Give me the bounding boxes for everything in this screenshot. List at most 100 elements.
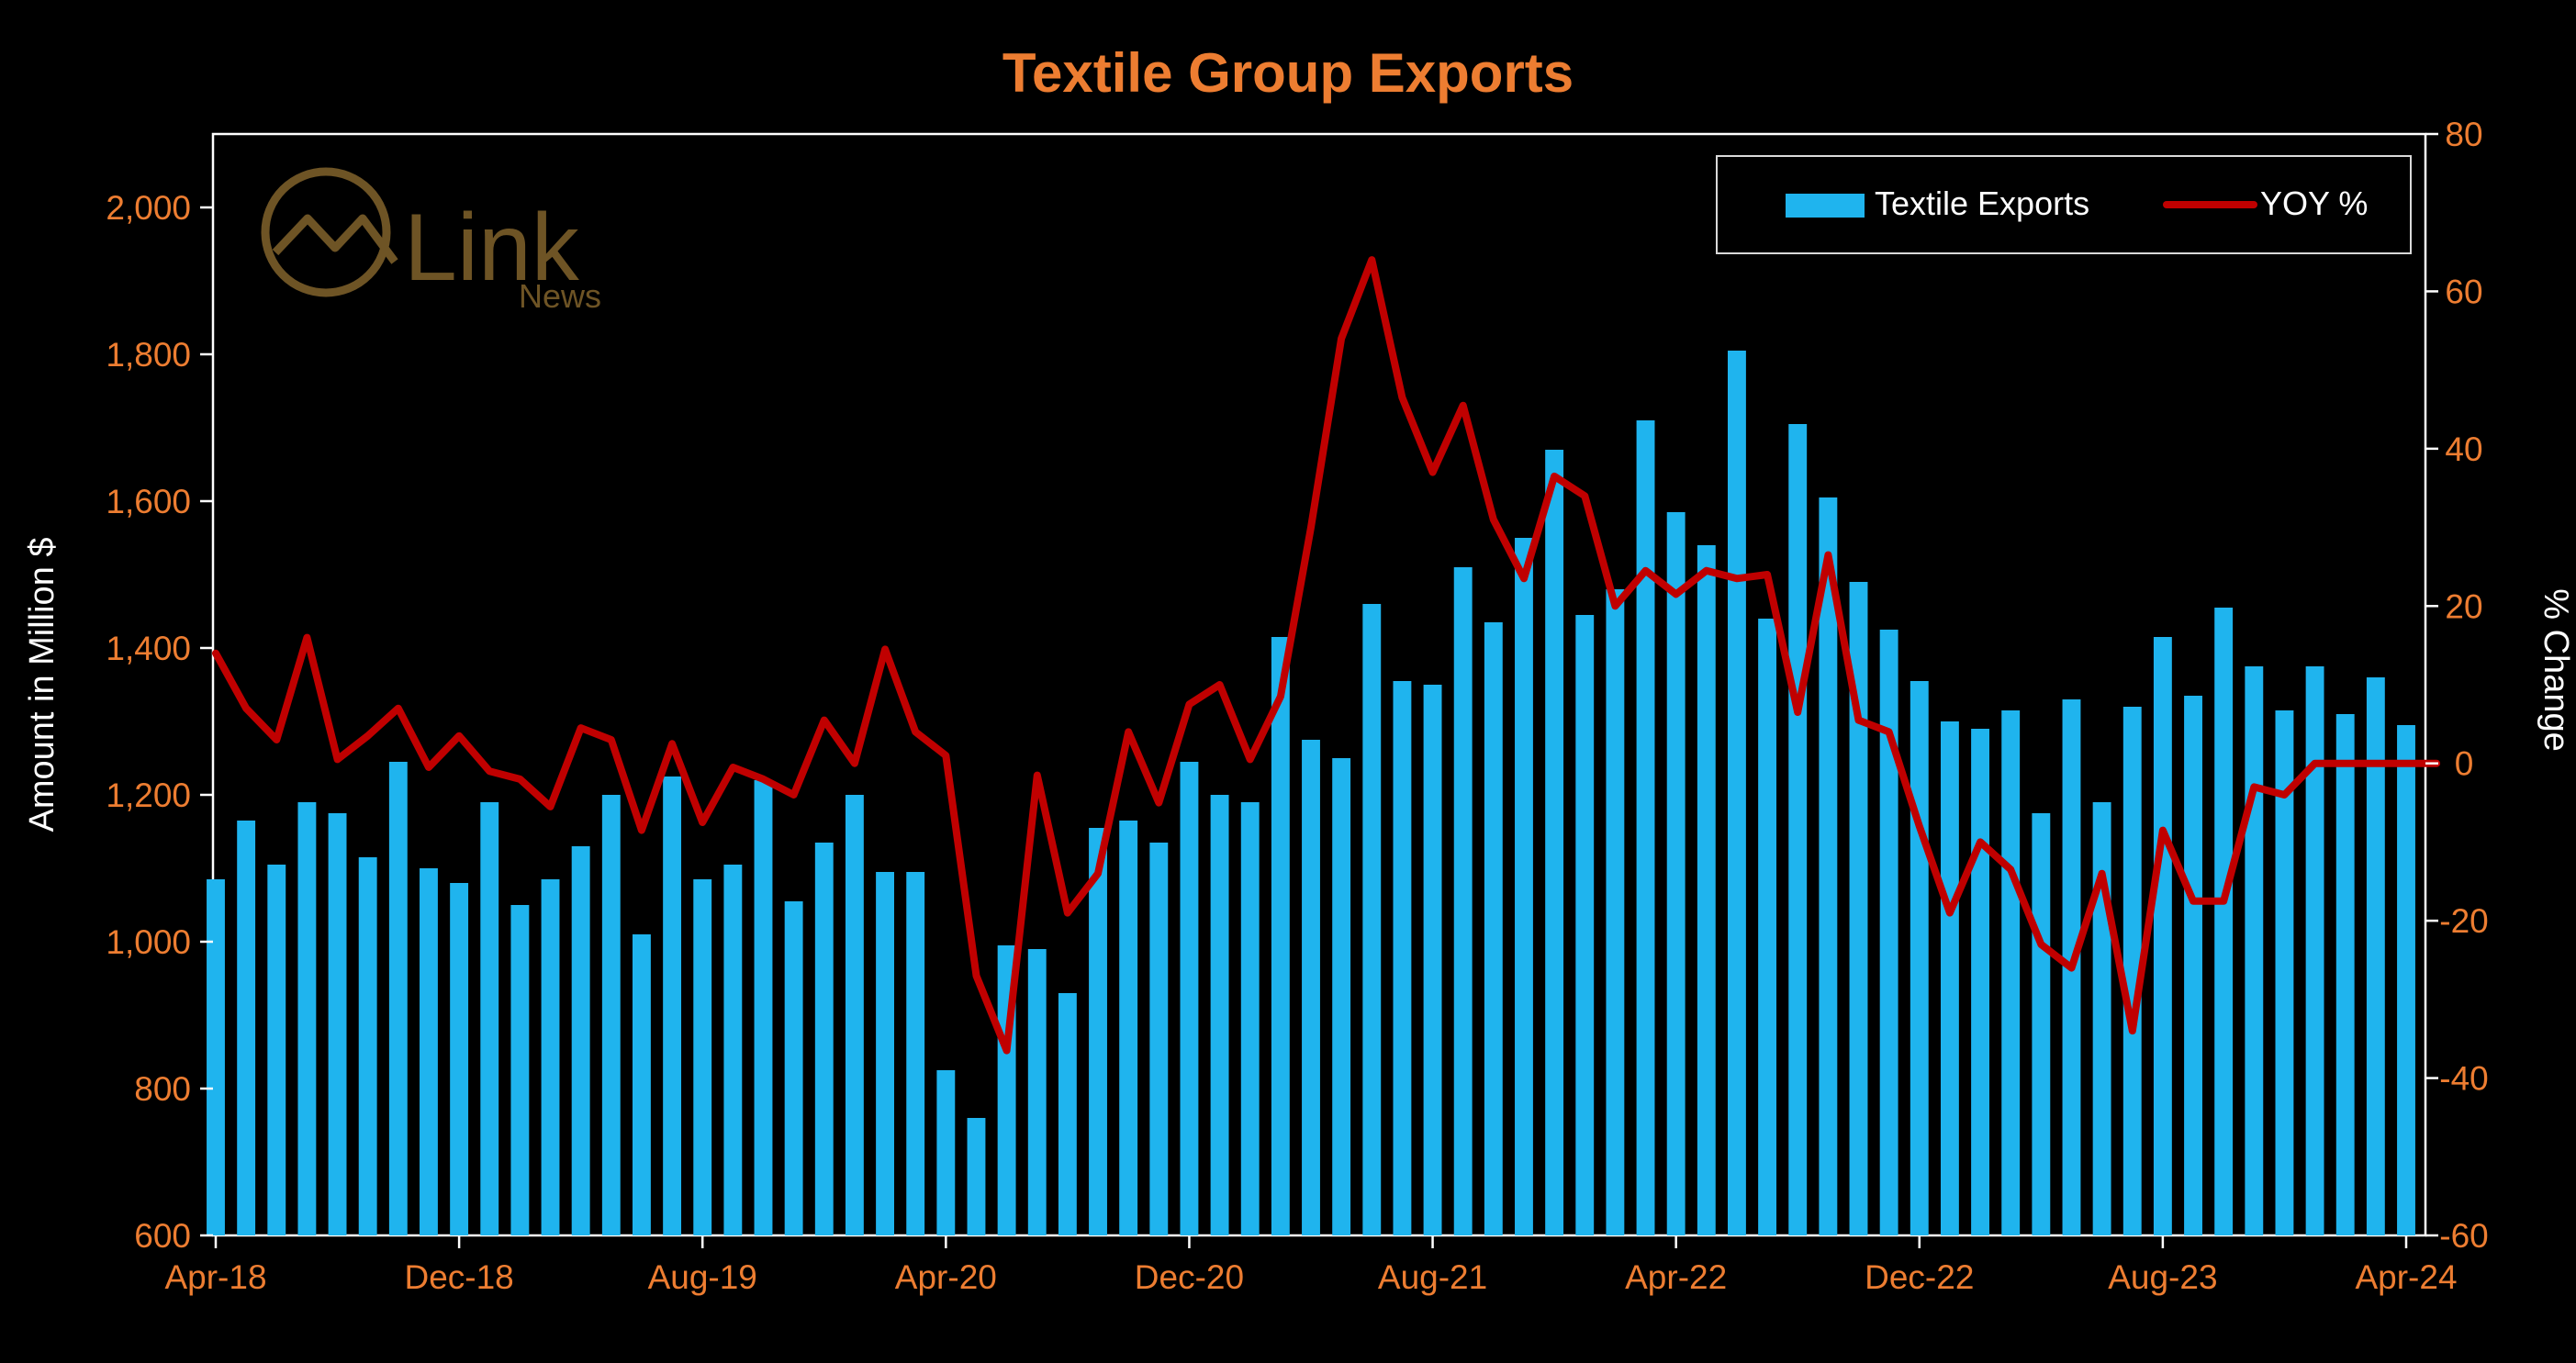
bar-54 bbox=[1849, 582, 1868, 1235]
bar-22 bbox=[876, 872, 894, 1235]
y2-tick-label: -40 bbox=[2439, 1060, 2488, 1098]
bar-40 bbox=[1423, 685, 1442, 1235]
bar-4 bbox=[328, 813, 347, 1235]
bar-66 bbox=[2214, 608, 2234, 1235]
x-tick-label: Dec-18 bbox=[404, 1258, 513, 1296]
y-axis-title: Amount in Million $ bbox=[23, 537, 62, 832]
y2-tick-label: 40 bbox=[2445, 430, 2482, 468]
bar-29 bbox=[1089, 828, 1107, 1235]
bar-45 bbox=[1575, 615, 1595, 1235]
bar-39 bbox=[1393, 681, 1412, 1235]
bar-57 bbox=[1940, 721, 1959, 1235]
y-tick-label: 2,000 bbox=[106, 189, 191, 227]
bar-70 bbox=[2335, 714, 2355, 1235]
logo-subtitle: News bbox=[519, 277, 601, 315]
bar-0 bbox=[207, 879, 225, 1235]
x-tick-label: Aug-19 bbox=[648, 1258, 757, 1296]
bar-6 bbox=[388, 762, 408, 1235]
bar-13 bbox=[601, 795, 621, 1235]
y2-tick-label: 60 bbox=[2445, 273, 2482, 310]
bar-28 bbox=[1058, 993, 1077, 1235]
bar-42 bbox=[1484, 622, 1503, 1235]
bar-8 bbox=[450, 883, 469, 1235]
bar-58 bbox=[1971, 729, 1989, 1235]
bar-64 bbox=[2153, 637, 2172, 1235]
bar-52 bbox=[1788, 424, 1808, 1235]
bar-25 bbox=[967, 1118, 986, 1235]
yoy-line bbox=[212, 256, 2441, 1055]
bar-50 bbox=[1728, 351, 1746, 1235]
logo-wave-icon bbox=[272, 214, 398, 264]
x-tick-label: Apr-18 bbox=[164, 1258, 266, 1296]
x-tick-label: Dec-20 bbox=[1135, 1258, 1244, 1296]
bar-21 bbox=[845, 795, 864, 1235]
bar-16 bbox=[693, 879, 712, 1235]
bar-72 bbox=[2397, 725, 2415, 1235]
bar-59 bbox=[2001, 710, 2021, 1235]
y-tick-label: 1,600 bbox=[106, 483, 191, 520]
y2-tick-label: -20 bbox=[2439, 902, 2488, 940]
bar-55 bbox=[1879, 630, 1898, 1235]
bar-44 bbox=[1545, 450, 1564, 1235]
axes: 6008001,0001,2001,4001,6001,8002,000-60-… bbox=[106, 116, 2488, 1296]
bar-series bbox=[207, 351, 2415, 1235]
bar-5 bbox=[358, 857, 377, 1235]
bar-41 bbox=[1453, 567, 1473, 1235]
bar-46 bbox=[1606, 589, 1625, 1235]
logo-name: Link bbox=[404, 195, 580, 301]
y2-tick-label: 20 bbox=[2445, 587, 2482, 625]
y2-axis-title: % Change bbox=[2537, 588, 2575, 751]
legend-swatch-bars bbox=[1786, 194, 1865, 218]
x-tick-label: Apr-24 bbox=[2355, 1258, 2457, 1296]
bar-63 bbox=[2122, 707, 2142, 1235]
bar-35 bbox=[1271, 637, 1290, 1235]
x-tick-label: Aug-21 bbox=[1378, 1258, 1487, 1296]
y-tick-label: 1,200 bbox=[106, 776, 191, 814]
bar-49 bbox=[1697, 545, 1716, 1235]
bar-14 bbox=[633, 934, 651, 1235]
bar-48 bbox=[1666, 512, 1686, 1235]
bar-67 bbox=[2245, 666, 2264, 1235]
bar-53 bbox=[1819, 497, 1838, 1235]
bar-15 bbox=[663, 776, 682, 1235]
bar-17 bbox=[723, 865, 743, 1235]
bar-62 bbox=[2092, 802, 2111, 1235]
bar-31 bbox=[1149, 843, 1169, 1235]
bar-65 bbox=[2184, 696, 2202, 1235]
x-tick-label: Apr-20 bbox=[895, 1258, 997, 1296]
y-tick-label: 1,400 bbox=[106, 630, 191, 667]
x-tick-label: Aug-23 bbox=[2108, 1258, 2217, 1296]
bar-38 bbox=[1362, 604, 1382, 1235]
bar-32 bbox=[1180, 762, 1199, 1235]
legend: Textile Exports YOY % bbox=[1716, 155, 2412, 254]
bar-18 bbox=[754, 780, 773, 1235]
bar-37 bbox=[1332, 758, 1351, 1235]
x-tick-label: Dec-22 bbox=[1865, 1258, 1974, 1296]
bar-33 bbox=[1210, 795, 1229, 1235]
bar-20 bbox=[814, 843, 834, 1235]
bar-19 bbox=[784, 901, 803, 1235]
bar-1 bbox=[237, 821, 256, 1235]
bar-3 bbox=[297, 802, 317, 1235]
link-news-logo: Link News bbox=[261, 167, 601, 315]
bar-56 bbox=[1910, 681, 1929, 1235]
y-tick-label: 1,000 bbox=[106, 923, 191, 961]
bar-51 bbox=[1758, 619, 1777, 1235]
bar-7 bbox=[420, 868, 438, 1235]
y2-tick-label: -60 bbox=[2439, 1217, 2488, 1255]
y-tick-label: 800 bbox=[134, 1070, 191, 1108]
bar-2 bbox=[267, 865, 286, 1235]
bar-11 bbox=[541, 879, 560, 1235]
bar-27 bbox=[1027, 949, 1047, 1235]
bar-68 bbox=[2275, 710, 2294, 1235]
bar-23 bbox=[906, 872, 925, 1235]
bar-30 bbox=[1119, 821, 1138, 1235]
logo-circle-icon bbox=[261, 167, 391, 297]
x-tick-label: Apr-22 bbox=[1625, 1258, 1727, 1296]
bar-47 bbox=[1636, 420, 1655, 1235]
bar-12 bbox=[571, 846, 590, 1235]
bar-43 bbox=[1515, 538, 1533, 1235]
y2-tick-label: 80 bbox=[2445, 116, 2482, 153]
y-tick-label: 1,800 bbox=[106, 336, 191, 374]
